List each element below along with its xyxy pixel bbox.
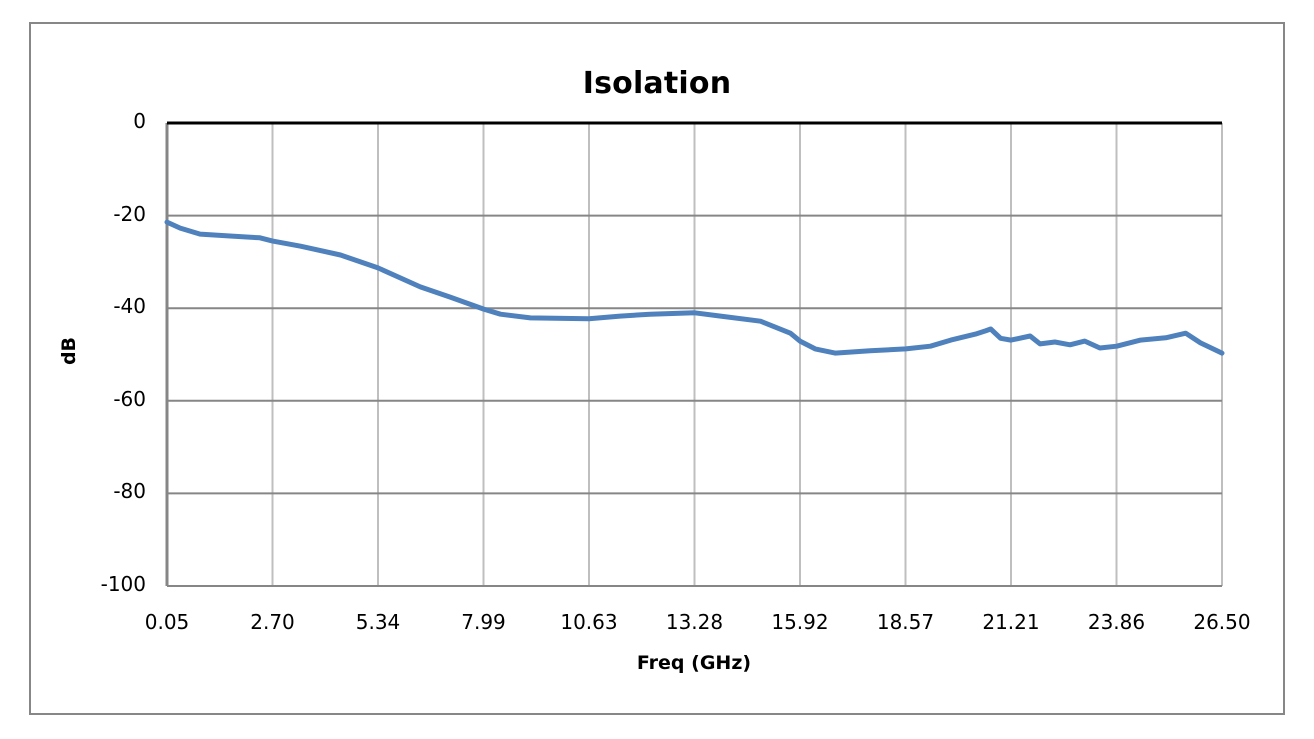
y-tick-label: 0 (133, 109, 146, 133)
x-tick-label: 5.34 (355, 610, 401, 634)
chart-frame (29, 22, 1285, 715)
x-tick-label: 2.70 (250, 610, 295, 634)
y-tick-label: -20 (113, 201, 146, 226)
y-tick-label: -40 (113, 294, 146, 319)
x-tick-label: 10.63 (560, 610, 618, 634)
x-tick-label: 23.86 (1087, 610, 1146, 634)
x-tick-label: 18.57 (876, 610, 935, 634)
x-tick-label: 13.28 (665, 610, 724, 634)
x-tick-label: 15.92 (771, 610, 829, 634)
x-axis-title: Freq (GHz) (636, 652, 752, 674)
x-tick-label: 21.21 (982, 610, 1040, 634)
series-line-isolation (164, 219, 1225, 356)
y-tick-label: -60 (113, 386, 146, 411)
y-axis-title: dB (58, 336, 80, 366)
x-tick-label: 0.05 (144, 610, 190, 634)
x-tick-label: 7.99 (461, 610, 506, 634)
y-tick-label: -80 (113, 479, 146, 504)
y-tick-label: -100 (100, 572, 146, 596)
x-tick-label: 26.50 (1193, 610, 1251, 634)
chart-title: Isolation (582, 66, 732, 101)
